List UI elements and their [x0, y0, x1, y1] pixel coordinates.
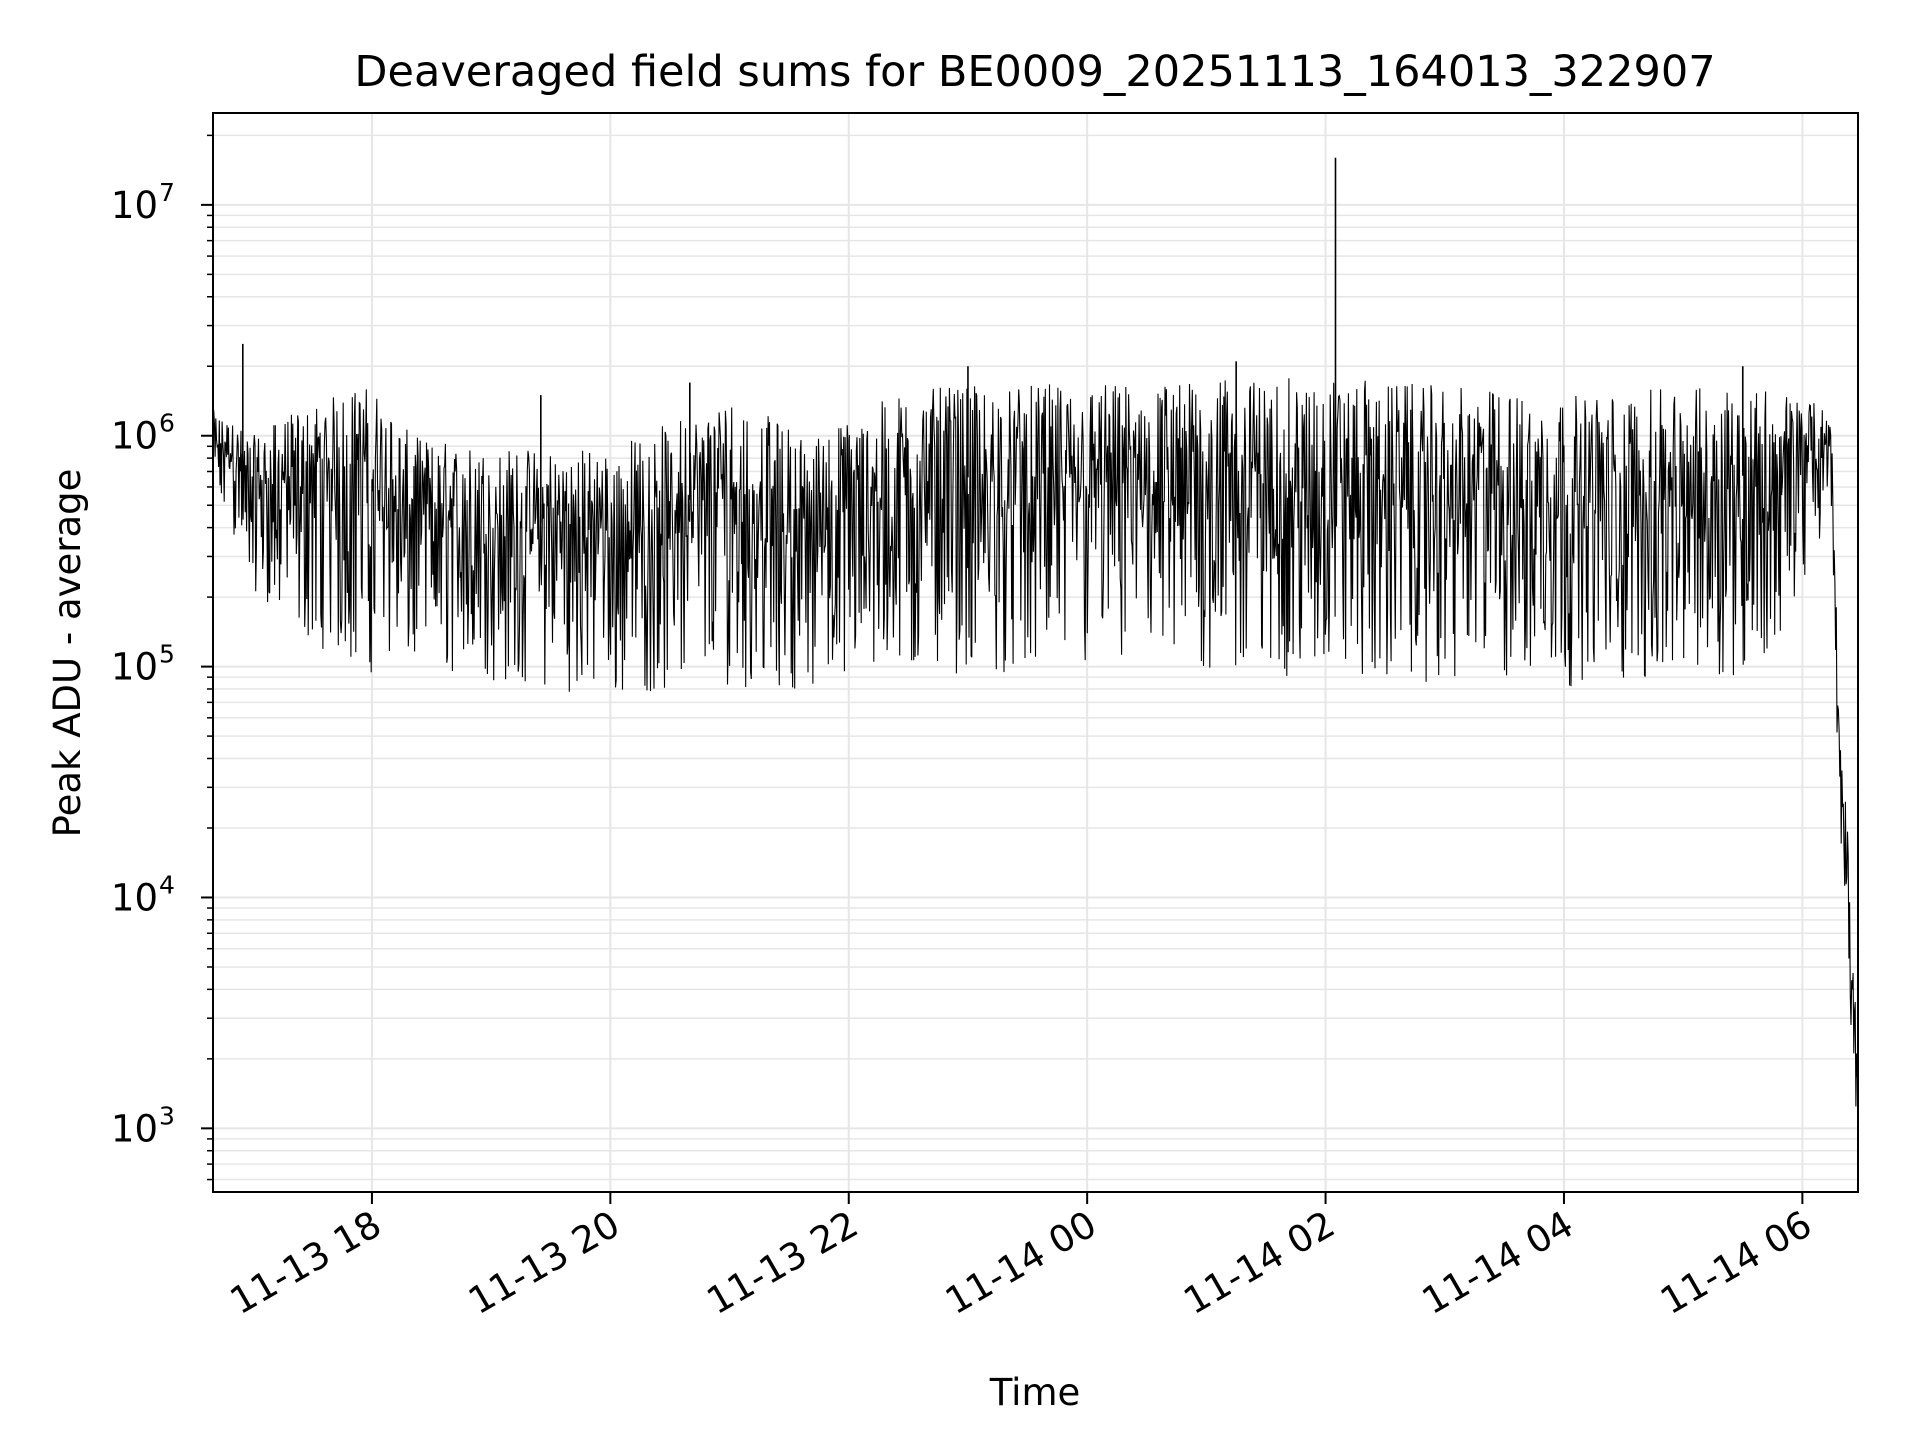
x-axis-label: Time: [989, 1371, 1081, 1414]
y-tick-label-exponent: 3: [159, 1101, 175, 1130]
y-tick-label-exponent: 7: [159, 178, 175, 207]
series-path: [212, 378, 1858, 1107]
y-tick-label-exponent: 4: [159, 870, 175, 899]
y-tick-label-base: 10: [111, 876, 158, 919]
y-tick-label-base: 10: [111, 1107, 158, 1150]
y-tick-label-exponent: 6: [159, 409, 175, 438]
chart-title: Deaveraged field sums for BE0009_2025111…: [354, 47, 1715, 97]
y-tick-label-base: 10: [111, 415, 158, 458]
y-tick-label-exponent: 5: [159, 640, 175, 669]
series-line: [212, 157, 1858, 1107]
y-axis-label: Peak ADU - average: [46, 469, 89, 838]
y-tick-label-base: 10: [111, 184, 158, 227]
y-tick-label-base: 10: [111, 646, 158, 689]
plot-frame: [212, 112, 1859, 1193]
